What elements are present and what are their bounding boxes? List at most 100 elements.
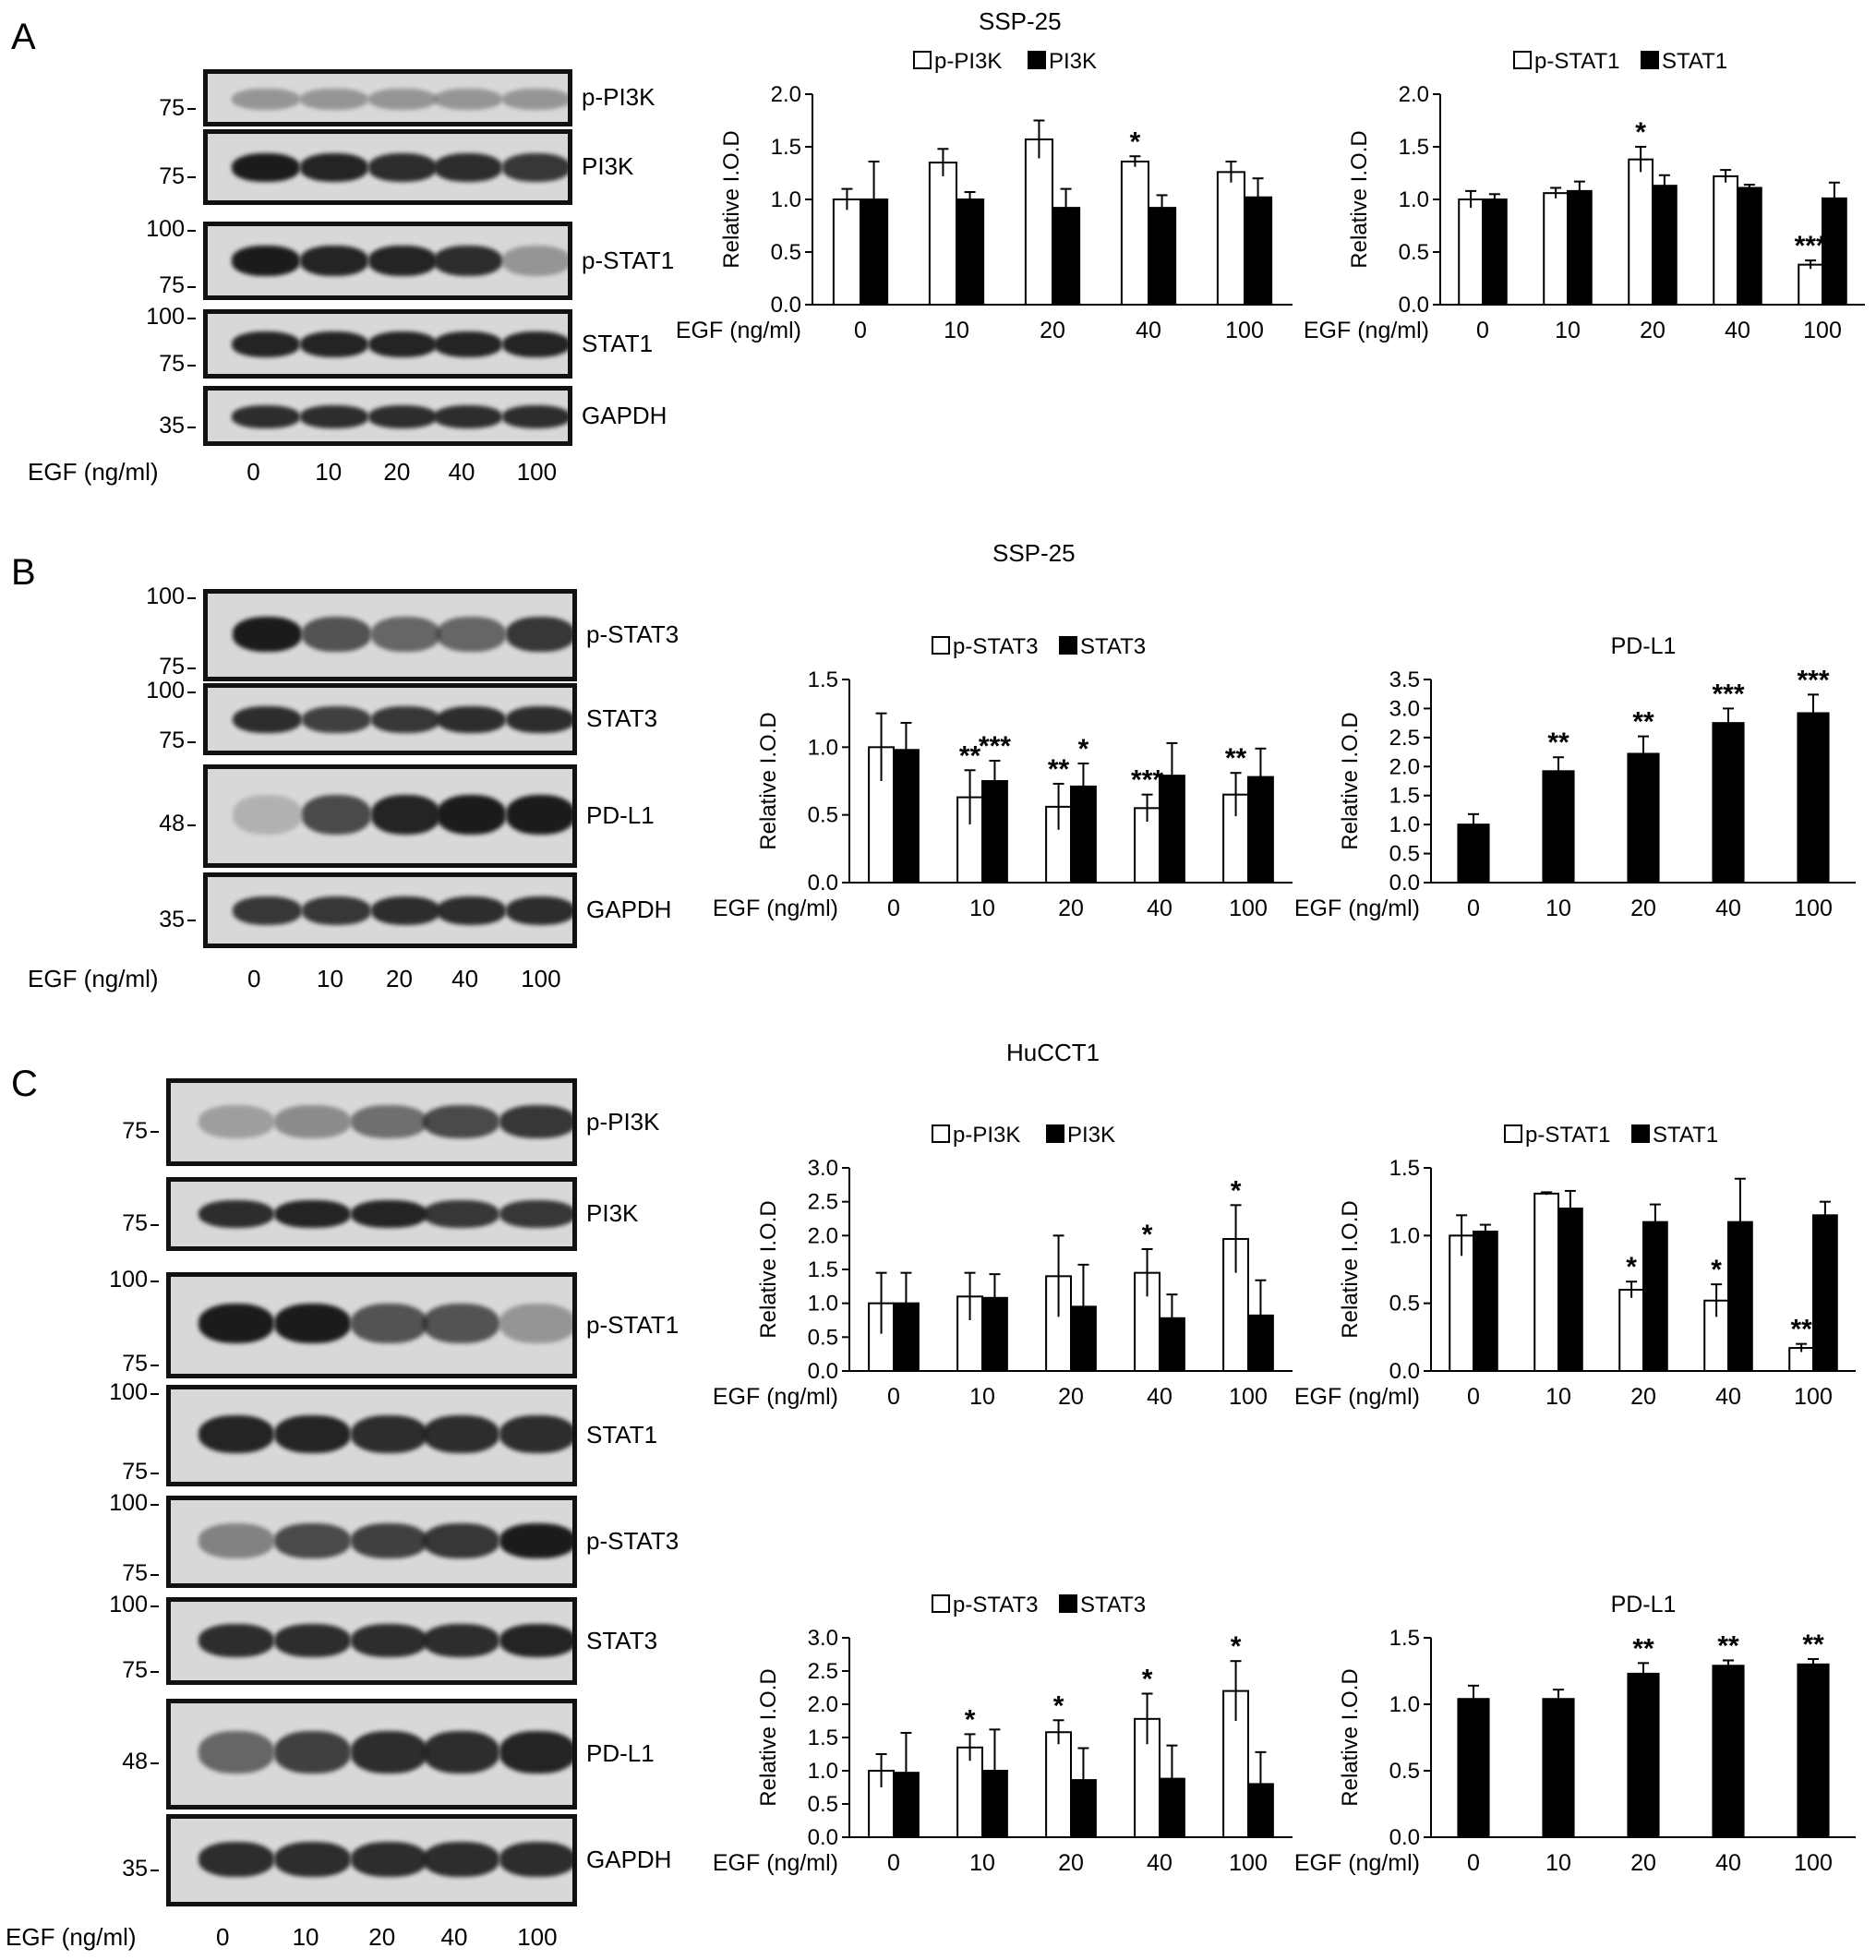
blot-p-stat1	[166, 1272, 577, 1378]
mw-marker: 100	[92, 1490, 159, 1517]
mw-marker: 75	[129, 163, 196, 190]
lane-label: 20	[386, 965, 413, 992]
lane-label: 20	[368, 1923, 396, 1951]
y-axis-label: Relative I.O.D	[1338, 1200, 1363, 1338]
bar	[1628, 158, 1654, 306]
band	[232, 152, 301, 182]
bar	[1543, 192, 1569, 306]
x-tick-label: 0	[887, 1850, 900, 1876]
band	[499, 1303, 572, 1344]
x-tick-label: 20	[1058, 1384, 1084, 1410]
blot-stat1	[166, 1385, 577, 1486]
significance-marker: *	[1142, 1664, 1153, 1694]
bar	[1045, 1731, 1072, 1839]
band	[501, 331, 568, 358]
band	[436, 896, 506, 925]
mw-marker: 100	[129, 304, 196, 331]
y-tick-label: 1.5	[1399, 135, 1429, 160]
band	[368, 331, 438, 358]
x-tick-label: 40	[1715, 1850, 1741, 1876]
band	[368, 405, 438, 428]
band	[198, 1414, 275, 1454]
y-tick-label: 0.0	[808, 871, 838, 896]
band	[499, 1842, 572, 1877]
bar	[1148, 207, 1177, 306]
lane-label: 10	[292, 1923, 319, 1951]
x-tick-label: 100	[1229, 896, 1268, 921]
chart-c-stat1: 0.0 0.5 1.0 1.5 Relative I.O.D EGF (ng/ml) 0 10…	[1294, 1123, 1856, 1410]
band	[368, 88, 438, 111]
significance-marker: ***	[1797, 665, 1829, 695]
band	[301, 617, 371, 652]
band	[351, 1731, 427, 1774]
y-tick-label: 0.5	[1389, 1292, 1420, 1317]
y-tick-label: 2.0	[808, 1692, 838, 1717]
chart-a-pi3k: 0.0 0.5 1.0 1.5 2.0 Relative I.O.D EGF (ng/ml)…	[676, 49, 1293, 343]
band	[368, 246, 438, 276]
bar	[1618, 1289, 1644, 1372]
bar	[832, 198, 862, 306]
band	[423, 1623, 500, 1657]
bar	[1712, 722, 1745, 884]
lane-label: 10	[315, 458, 343, 486]
x-tick-label: 0	[1467, 896, 1480, 921]
x-axis-label: EGF (ng/ml)	[1304, 318, 1429, 343]
x-axis-label: EGF (ng/ml)	[713, 896, 838, 921]
y-tick-label: 1.5	[808, 1726, 838, 1750]
significance-marker: ***	[979, 731, 1011, 762]
y-tick-label: 2.5	[1389, 726, 1420, 751]
bar	[1737, 186, 1762, 307]
lane-label: 100	[521, 965, 561, 992]
blot-label: p-STAT1	[582, 246, 675, 274]
band	[505, 705, 572, 734]
significance-marker: **	[1717, 1630, 1739, 1661]
lane-label: 0	[215, 1923, 230, 1951]
band	[370, 617, 440, 652]
band	[232, 617, 302, 652]
blot-label: PD-L1	[586, 1739, 655, 1767]
blot-label: GAPDH	[586, 1846, 672, 1873]
blot-p-pi3k	[203, 69, 572, 126]
band	[505, 617, 572, 652]
chart-c-pi3k: 0.0 0.5 1.0 1.5 2.0 2.5 3.0 Relative I.O.D EGF (…	[713, 1123, 1293, 1410]
mw-marker: 75	[129, 272, 196, 299]
band	[433, 331, 502, 358]
legend-label: p-STAT3	[953, 1593, 1038, 1617]
blot-pd-l1	[166, 1699, 577, 1810]
band	[232, 88, 301, 111]
band	[351, 1523, 427, 1558]
legend-label: p-STAT1	[1525, 1123, 1610, 1148]
x-axis-label: EGF (ng/ml)	[713, 1850, 838, 1876]
mw-marker: 75	[92, 1459, 159, 1485]
lane-axis-label: EGF (ng/ml)	[28, 965, 159, 992]
significance-marker: *	[1711, 1255, 1722, 1285]
panel-letter-a: A	[11, 17, 36, 57]
blot-label: p-PI3K	[586, 1107, 660, 1136]
significance-marker: ***	[1131, 765, 1163, 796]
y-axis-label: Relative I.O.D	[756, 712, 781, 849]
significance-marker: *	[1231, 1175, 1242, 1206]
lane-label: 40	[448, 458, 475, 486]
chart-a-stat1: 0.0 0.5 1.0 1.5 2.0 Relative I.O.D EGF (ng/ml)…	[1304, 49, 1865, 343]
significance-marker: **	[1632, 707, 1654, 738]
chart-title: PD-L1	[1611, 1592, 1677, 1617]
y-tick-label: 0.0	[1389, 1825, 1420, 1850]
panel-a-title: SSP-25	[979, 7, 1062, 35]
legend-swatch	[932, 1124, 950, 1143]
y-tick-label: 3.0	[1389, 696, 1420, 721]
y-tick-label: 1.5	[771, 135, 801, 160]
bar	[1567, 189, 1593, 307]
band	[301, 705, 371, 734]
x-tick-label: 0	[887, 1384, 900, 1410]
x-tick-label: 20	[1058, 896, 1084, 921]
mw-marker: 100	[129, 678, 196, 704]
bar	[1798, 263, 1823, 306]
band	[232, 246, 301, 276]
bar	[1822, 197, 1847, 306]
band	[423, 1414, 500, 1454]
mw-marker: 100	[92, 1267, 159, 1293]
significance-marker: *	[1635, 117, 1646, 148]
bar	[1627, 752, 1660, 884]
band	[274, 1523, 352, 1558]
legend-label: STAT3	[1080, 634, 1146, 659]
